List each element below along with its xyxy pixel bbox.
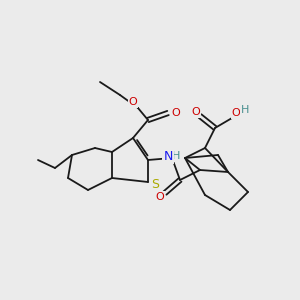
Text: S: S	[151, 178, 159, 190]
Text: O: O	[232, 108, 240, 118]
Text: O: O	[156, 192, 164, 202]
Text: H: H	[172, 151, 180, 161]
Text: O: O	[192, 107, 200, 117]
Text: H: H	[241, 105, 249, 115]
Text: O: O	[129, 97, 137, 107]
Text: O: O	[172, 108, 180, 118]
Text: N: N	[163, 149, 173, 163]
